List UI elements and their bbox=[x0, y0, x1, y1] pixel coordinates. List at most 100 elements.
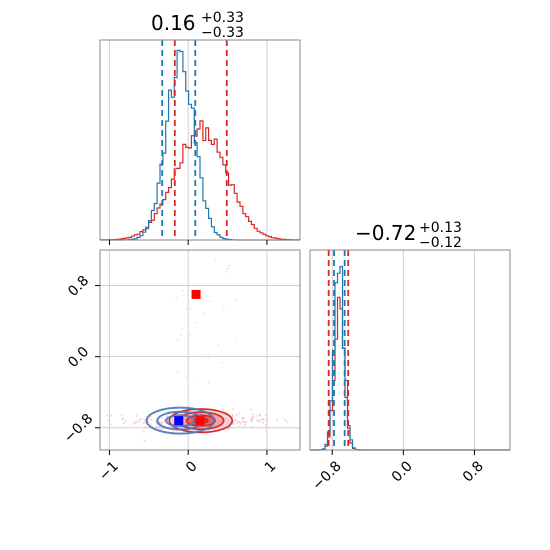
scatter-point-66 bbox=[231, 413, 234, 416]
title-param-2: −0.72 +0.13 −0.12 bbox=[355, 220, 462, 251]
scatter-outlier-2 bbox=[236, 340, 238, 343]
scatter-point-122 bbox=[258, 413, 261, 416]
scatter-outlier-12 bbox=[175, 296, 178, 299]
scatter-point-200 bbox=[138, 419, 141, 422]
hist-blue-param-1 bbox=[100, 49, 300, 241]
scatter-point-156 bbox=[222, 408, 225, 411]
scatter-point-81 bbox=[161, 421, 164, 424]
scatter-outlier-8 bbox=[193, 380, 196, 383]
scatter-outlier-6 bbox=[217, 344, 220, 347]
marginal-hist-param-1 bbox=[99, 39, 301, 241]
hist-red-param-1 bbox=[99, 120, 301, 241]
scatter-point-167 bbox=[258, 418, 261, 421]
blue-contour-level-2 bbox=[165, 414, 196, 428]
scatter-point-55 bbox=[143, 418, 146, 421]
scatter-outlier-7 bbox=[227, 265, 230, 267]
scatter-point-214 bbox=[108, 419, 111, 422]
scatter-point-52 bbox=[252, 413, 255, 416]
title-param-1: 0.16 +0.33 −0.33 bbox=[151, 10, 244, 41]
scatter-outlier-4 bbox=[180, 327, 183, 330]
scatter-outlier-17 bbox=[176, 338, 179, 341]
scatter-point-184 bbox=[264, 424, 267, 427]
scatter-point-138 bbox=[243, 421, 246, 424]
scatter-outlier-24 bbox=[176, 371, 179, 373]
red-marker bbox=[195, 416, 205, 426]
top-panel-frame bbox=[99, 39, 301, 241]
scatter-point-250 bbox=[237, 420, 240, 423]
scatter-point-243 bbox=[150, 423, 153, 426]
scatter-outlier-16 bbox=[189, 307, 192, 310]
scatter-point-175 bbox=[165, 415, 168, 418]
scatter-point-105 bbox=[250, 426, 253, 429]
scatter-outlier-3 bbox=[207, 353, 210, 356]
scatter-outlier-19 bbox=[185, 308, 188, 310]
joint-x-tick-label-0: −1 bbox=[96, 458, 122, 484]
joint-ytick-label-1: 0.0 bbox=[65, 344, 92, 371]
scatter-point-34 bbox=[155, 426, 158, 429]
scatter-point-19 bbox=[265, 418, 268, 421]
scatter-point-88 bbox=[238, 412, 241, 415]
scatter-point-234 bbox=[242, 416, 245, 419]
scatter-outlier-0 bbox=[194, 322, 196, 324]
title-param-1-value: 0.16 bbox=[151, 11, 196, 35]
right-panel-frame bbox=[309, 249, 511, 451]
scatter-point-231 bbox=[235, 413, 238, 416]
title-param-2-value: −0.72 bbox=[355, 221, 416, 245]
joint-ytick-label-0: −0.8 bbox=[61, 411, 96, 446]
joint-x-tick-label-2: 1 bbox=[262, 458, 280, 476]
scatter-point-176 bbox=[265, 414, 268, 417]
scatter-point-179 bbox=[286, 420, 289, 423]
scatter-outlier-23 bbox=[208, 300, 211, 303]
title-param-1-plus: +0.33 bbox=[201, 10, 244, 26]
right-x-tick-label-2: 0.8 bbox=[460, 458, 487, 485]
title-param-2-plus: +0.13 bbox=[419, 220, 462, 236]
scatter-point-163 bbox=[258, 420, 261, 423]
hist-blue-param-2 bbox=[310, 265, 510, 451]
hist-red-param-2 bbox=[310, 296, 510, 451]
scatter-point-169 bbox=[135, 414, 138, 417]
scatter-outlier-1 bbox=[185, 376, 188, 379]
scatter-point-142 bbox=[262, 421, 265, 424]
scatter-point-223 bbox=[275, 419, 278, 422]
joint-density-panel bbox=[99, 249, 301, 451]
scatter-outlier-14 bbox=[182, 289, 185, 292]
scatter-point-7 bbox=[226, 428, 229, 431]
scatter-outlier-9 bbox=[189, 333, 192, 336]
scatter-point-230 bbox=[172, 430, 175, 433]
scatter-outlier-20 bbox=[179, 333, 182, 336]
scatter-point-209 bbox=[121, 417, 124, 420]
scatter-point-256 bbox=[256, 419, 259, 422]
axis-ticks: −1 0 1 −0.8 0.0 0.8 −0.8 0.0 0.8 bbox=[61, 240, 487, 494]
scatter-point-159 bbox=[250, 419, 253, 422]
scatter-outlier-10 bbox=[234, 298, 237, 301]
scatter-point-140 bbox=[142, 430, 145, 433]
scatter-point-104 bbox=[143, 439, 146, 442]
scatter-outlier-11 bbox=[222, 309, 225, 311]
red-outlier-marker bbox=[191, 289, 201, 299]
scatter-point-195 bbox=[256, 414, 259, 417]
scatter-point-146 bbox=[232, 408, 235, 411]
scatter-point-40 bbox=[283, 418, 286, 421]
scatter-outlier-5 bbox=[203, 313, 206, 315]
right-x-tick-label-1: 0.0 bbox=[389, 458, 416, 485]
scatter-point-139 bbox=[132, 422, 135, 425]
blue-contour-level-0 bbox=[145, 406, 215, 435]
scatter-point-67 bbox=[227, 427, 230, 430]
scatter-point-112 bbox=[144, 426, 147, 429]
joint-x-tick-label-1: 0 bbox=[183, 458, 201, 476]
blue-marker bbox=[174, 416, 184, 426]
scatter-outlier-18 bbox=[221, 362, 223, 364]
scatter-point-232 bbox=[150, 418, 153, 421]
scatter-point-11 bbox=[161, 416, 164, 419]
scatter-outlier-21 bbox=[225, 270, 227, 273]
scatter-point-204 bbox=[124, 420, 127, 423]
scatter-point-210 bbox=[133, 421, 136, 424]
scatter-point-165 bbox=[109, 423, 112, 426]
right-x-tick-label-0: −0.8 bbox=[309, 458, 344, 493]
scatter-outlier-15 bbox=[227, 267, 230, 270]
title-param-2-minus: −0.12 bbox=[419, 235, 462, 251]
scatter-point-113 bbox=[240, 417, 243, 420]
scatter-point-143 bbox=[148, 417, 151, 420]
scatter-point-185 bbox=[238, 424, 241, 427]
scatter-point-178 bbox=[261, 418, 264, 421]
